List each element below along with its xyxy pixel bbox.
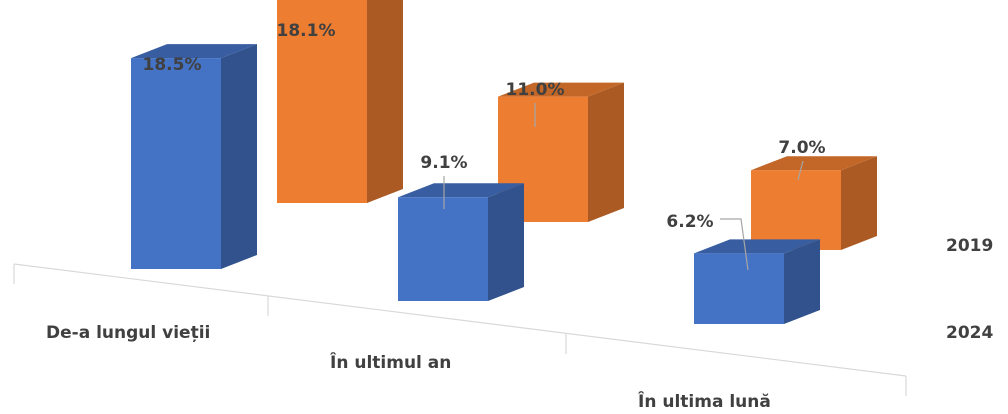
- bar-2024-1: [398, 183, 524, 301]
- leader-lines-group: [443, 103, 804, 271]
- bar-2024-0: [131, 44, 257, 269]
- series-label-2019: 2019: [946, 236, 993, 256]
- floor-axis-line: [13, 263, 907, 377]
- bar-2024-2: [694, 239, 820, 324]
- category-label-2: În ultima lună: [638, 390, 771, 412]
- leader-line-1_2: [720, 218, 749, 271]
- leader-line-0_2: [797, 160, 804, 181]
- category-label-0: De-a lungul vieții: [46, 323, 210, 343]
- series-label-2024: 2024: [946, 323, 993, 343]
- data-label-2019-1: 11.0%: [506, 80, 565, 100]
- chart-floor: [13, 263, 907, 396]
- bars-group: [131, 0, 877, 324]
- data-label-2024-0: 18.5%: [143, 55, 202, 75]
- bar-2019-0: [277, 0, 403, 203]
- data-label-2024-2: 6.2%: [666, 212, 713, 232]
- data-label-2024-1: 9.1%: [420, 153, 467, 173]
- data-labels-group: 18.1% 11.0% 7.0% 18.5% 9.1% 6.2%: [143, 21, 826, 232]
- category-label-1: În ultimul an: [330, 351, 451, 373]
- data-label-2019-2: 7.0%: [778, 138, 825, 158]
- data-label-2019-0: 18.1%: [277, 21, 336, 41]
- bar-2019-2: [751, 156, 877, 250]
